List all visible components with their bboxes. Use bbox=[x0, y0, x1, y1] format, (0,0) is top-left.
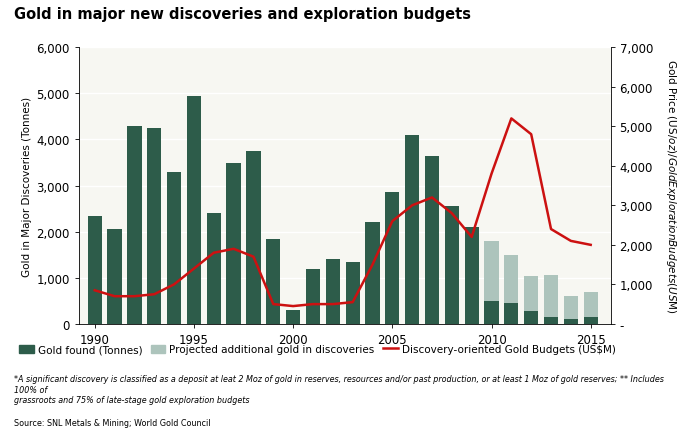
Bar bbox=[385, 193, 399, 324]
Bar bbox=[504, 304, 519, 324]
Text: Source: SNL Metals & Mining; World Gold Council: Source: SNL Metals & Mining; World Gold … bbox=[14, 418, 210, 427]
Bar bbox=[484, 301, 499, 324]
Bar bbox=[564, 320, 578, 324]
Bar bbox=[584, 317, 598, 324]
Y-axis label: Gold in Major Discoveries (Tonnes): Gold in Major Discoveries (Tonnes) bbox=[23, 96, 32, 276]
Bar bbox=[564, 297, 578, 320]
Bar bbox=[147, 129, 161, 324]
Bar bbox=[584, 292, 598, 317]
Bar bbox=[464, 228, 479, 324]
Bar bbox=[187, 96, 201, 324]
Y-axis label: Gold Price (US$/oz) / Gold Exploration Budgets (US$M): Gold Price (US$/oz) / Gold Exploration B… bbox=[664, 59, 678, 313]
Bar bbox=[286, 310, 300, 324]
Bar bbox=[524, 277, 539, 311]
Bar bbox=[346, 262, 359, 324]
Bar bbox=[306, 269, 320, 324]
Bar bbox=[88, 216, 102, 324]
Bar bbox=[405, 135, 419, 324]
Bar bbox=[246, 152, 261, 324]
Text: Gold in major new discoveries and exploration budgets: Gold in major new discoveries and explor… bbox=[14, 7, 471, 21]
Bar bbox=[484, 241, 499, 301]
Bar bbox=[206, 214, 221, 324]
Bar bbox=[425, 156, 439, 324]
Bar bbox=[366, 223, 379, 324]
Text: *A significant discovery is classified as a deposit at leat 2 Moz of gold in res: *A significant discovery is classified a… bbox=[14, 374, 663, 404]
Bar bbox=[524, 311, 539, 324]
Bar bbox=[108, 230, 121, 324]
Bar bbox=[544, 276, 558, 317]
Bar bbox=[544, 317, 558, 324]
Bar bbox=[226, 163, 241, 324]
Bar bbox=[504, 255, 519, 304]
Bar bbox=[445, 207, 459, 324]
Bar bbox=[167, 172, 181, 324]
Legend: Gold found (Tonnes), Projected additional gold in discoveries, Discovery-oriente: Gold found (Tonnes), Projected additiona… bbox=[19, 345, 615, 355]
Bar bbox=[326, 260, 340, 324]
Bar bbox=[128, 126, 141, 324]
Bar bbox=[266, 239, 281, 324]
